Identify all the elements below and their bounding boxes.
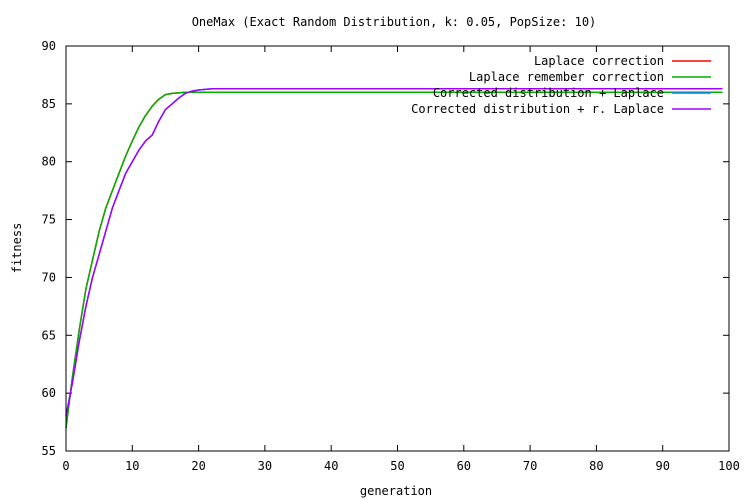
plot-frame [65,45,730,452]
x-tick-label: 20 [191,459,205,473]
legend-label: Corrected distribution + Laplace [433,86,664,100]
x-tick-label: 80 [589,459,603,473]
x-tick-labels: 0 10 20 30 40 50 60 70 80 90 100 [62,459,739,473]
x-tick-label: 50 [390,459,404,473]
legend-label: Laplace remember correction [469,70,664,84]
y-tick-label: 70 [42,270,56,284]
y-tick-label: 75 [42,213,56,227]
x-tick-label: 40 [324,459,338,473]
y-axis-label: fitness [10,223,24,274]
x-tick-label: 70 [523,459,537,473]
legend: Laplace correction Laplace remember corre… [411,54,711,116]
series-line-3 [65,88,723,417]
y-tick-label: 85 [42,97,56,111]
y-tick-label: 55 [42,444,56,458]
x-tick-label: 10 [125,459,139,473]
series-lines [65,88,723,428]
y-tick-label: 60 [42,386,56,400]
y-tick-labels: 55 60 65 70 75 80 85 90 [42,39,56,458]
series-line-2 [65,91,723,428]
x-tick-label: 0 [62,459,69,473]
legend-label: Corrected distribution + r. Laplace [411,102,664,116]
y-tick-label: 65 [42,328,56,342]
series-line-4 [65,88,723,417]
x-tick-label: 60 [457,459,471,473]
y-tick-label: 80 [42,155,56,169]
x-axis-label: generation [360,484,432,498]
chart-title: OneMax (Exact Random Distribution, k: 0.… [192,15,597,29]
x-tick-label: 100 [718,459,740,473]
legend-label: Laplace correction [534,54,664,68]
y-tick-label: 90 [42,39,56,53]
x-tick-label: 90 [655,459,669,473]
series-line-1 [65,91,723,428]
x-tick-label: 30 [258,459,272,473]
